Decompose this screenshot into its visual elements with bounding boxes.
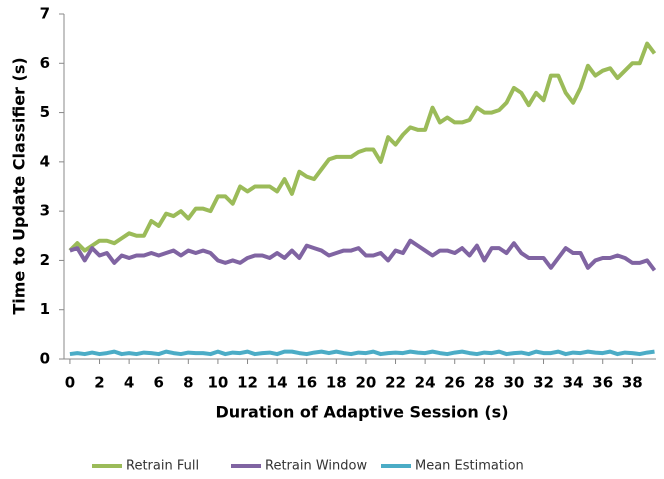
x-tick-label: 36: [592, 374, 613, 392]
x-axis-title: Duration of Adaptive Session (s): [215, 403, 508, 422]
y-tick-label: 5: [40, 103, 50, 121]
x-tick-label: 6: [154, 374, 164, 392]
series-line: [68, 41, 657, 253]
x-tick-label: 38: [622, 374, 643, 392]
x-tick-label: 2: [94, 374, 104, 392]
x-tick-label: 30: [503, 374, 524, 392]
legend-label: Retrain Full: [126, 459, 199, 474]
series-line: [69, 238, 657, 272]
x-tick-label: 16: [296, 374, 317, 392]
x-tick-label: 26: [444, 374, 465, 392]
x-tick-label: 20: [355, 374, 376, 392]
x-tick-label: 18: [326, 374, 347, 392]
legend-label: Retrain Window: [265, 459, 367, 474]
y-tick-label: 7: [40, 5, 50, 23]
y-tick-label: 2: [40, 251, 50, 269]
x-tick-label: 32: [533, 374, 554, 392]
x-tick-label: 0: [65, 374, 75, 392]
y-tick-label: 3: [40, 202, 50, 220]
legend-label: Mean Estimation: [415, 459, 524, 474]
x-tick-label: 24: [415, 374, 436, 392]
x-tick-label: 4: [124, 374, 134, 392]
y-tick-label: 1: [40, 300, 50, 318]
x-tick-label: 10: [207, 374, 228, 392]
x-tick-label: 8: [183, 374, 193, 392]
series-line: [69, 349, 655, 357]
y-tick-label: 4: [40, 152, 50, 170]
x-tick-label: 14: [267, 374, 288, 392]
x-tick-label: 22: [385, 374, 406, 392]
x-tick-label: 28: [474, 374, 495, 392]
y-tick-label: 0: [40, 350, 50, 368]
x-tick-label: 34: [563, 374, 584, 392]
y-tick-label: 6: [40, 54, 50, 72]
x-tick-label: 12: [237, 374, 258, 392]
y-axis-title: Time to Update Classifier (s): [10, 57, 29, 314]
